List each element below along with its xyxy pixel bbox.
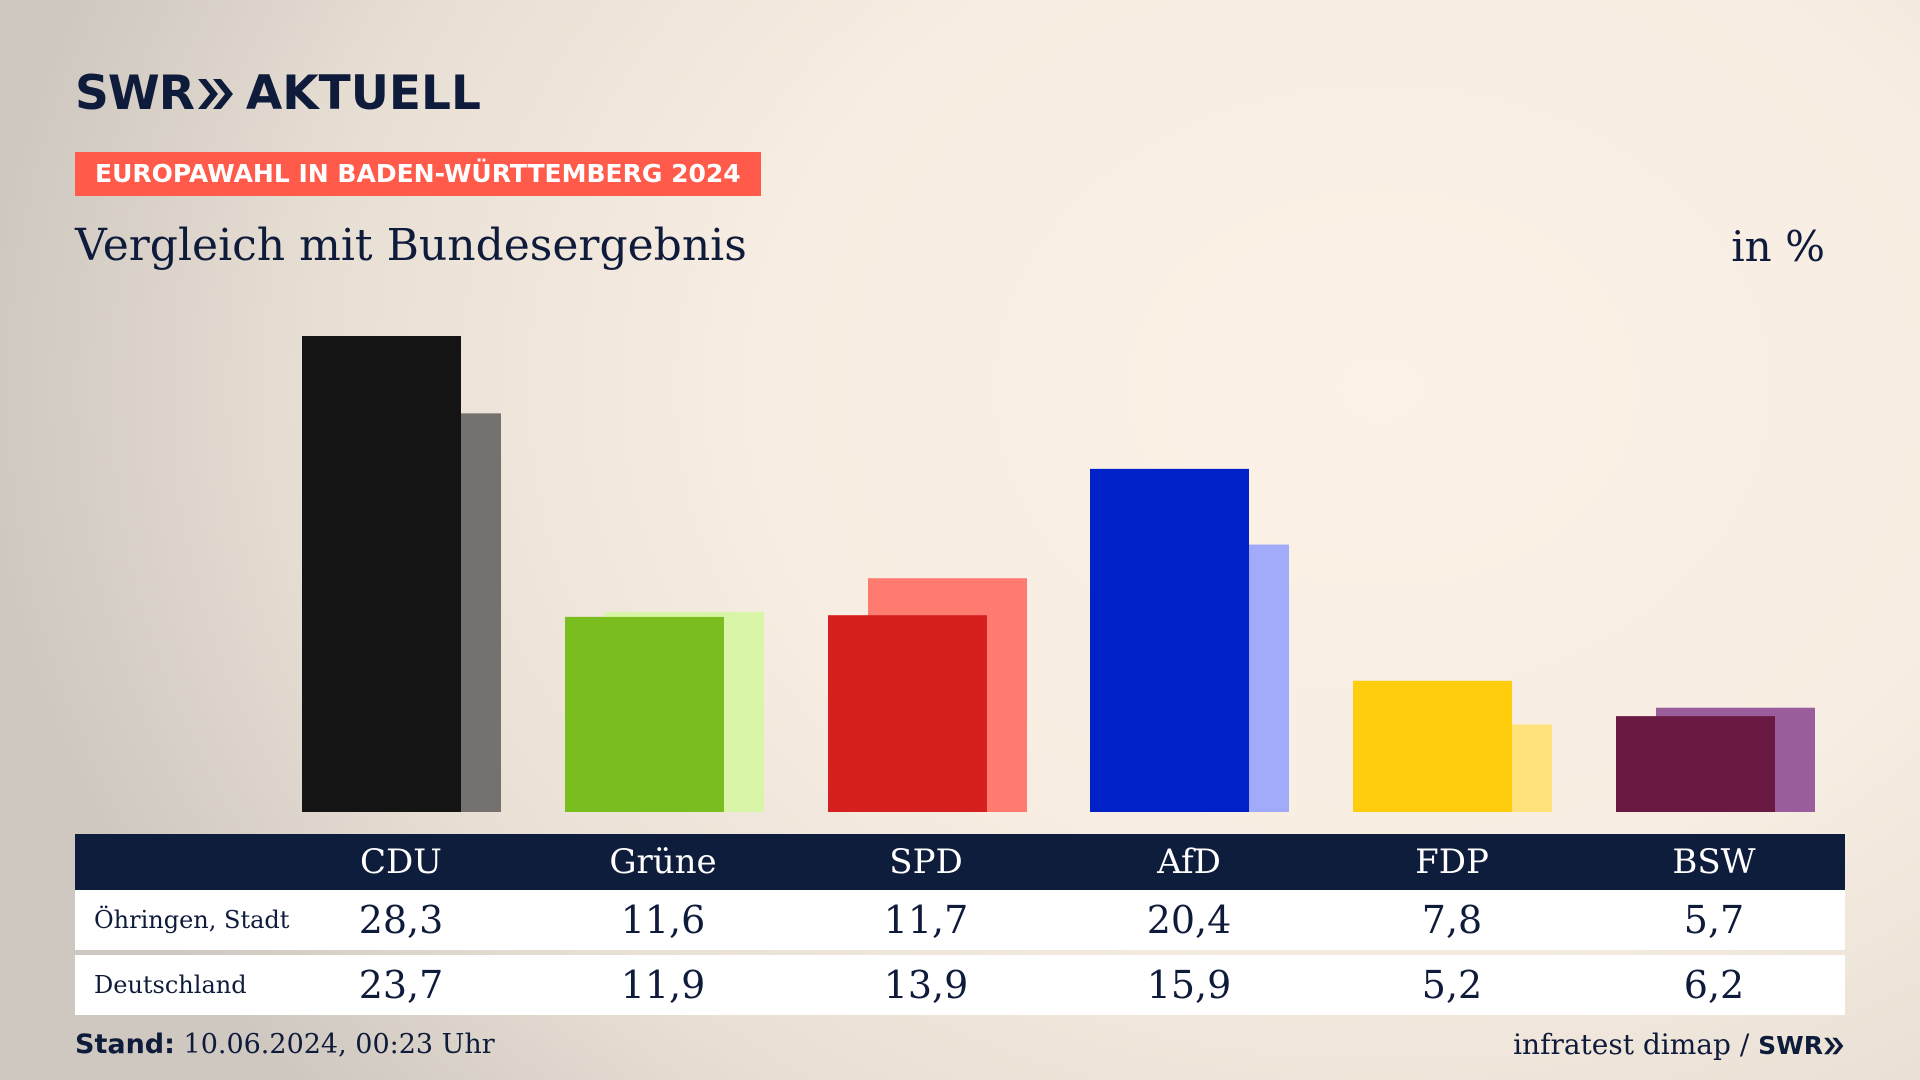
- header-cdu: CDU: [360, 842, 442, 882]
- stand-label: Stand:: [75, 1029, 175, 1060]
- unit-label: in %: [1731, 222, 1825, 271]
- header-afd: AfD: [1157, 842, 1221, 882]
- value-cell: 5,7: [1683, 898, 1745, 942]
- source-credit: infratest dimap / SWR: [1513, 1028, 1845, 1061]
- bar-local-3: [1090, 468, 1249, 812]
- stand-value: 10.06.2024, 00:23 Uhr: [183, 1029, 495, 1060]
- value-cell: 23,7: [358, 963, 444, 1007]
- election-badge: EUROPAWAHL IN BADEN-WÜRTTEMBERG 2024: [75, 152, 761, 196]
- value-cell: 20,4: [1146, 898, 1232, 942]
- bar-local-0: [302, 336, 461, 812]
- header-fdp: FDP: [1415, 842, 1489, 882]
- timestamp: Stand: 10.06.2024, 00:23 Uhr: [75, 1029, 495, 1060]
- row-label-deutschland: Deutschland: [94, 971, 247, 999]
- bar-local-2: [828, 615, 987, 812]
- double-chevron-icon: [197, 79, 233, 109]
- bar-local-4: [1353, 680, 1512, 812]
- value-cell: 5,2: [1421, 963, 1483, 1007]
- bar-local-5: [1616, 716, 1775, 812]
- swr-aktuell-logo: SWR AKTUELL: [75, 66, 481, 121]
- source-text: infratest dimap /: [1513, 1028, 1750, 1061]
- bar-local-1: [565, 616, 724, 812]
- row-label-oehringen: Öhringen, Stadt: [94, 906, 290, 934]
- logo-swr-text: SWR: [75, 66, 195, 121]
- table-row: Öhringen, Stadt 28,3 11,6 11,7 20,4 7,8 …: [75, 890, 1845, 950]
- value-cell: 6,2: [1683, 963, 1745, 1007]
- header-gruene: Grüne: [609, 842, 717, 882]
- header-spd: SPD: [889, 842, 963, 882]
- double-chevron-icon: [1824, 1037, 1844, 1055]
- header-bsw: BSW: [1672, 842, 1756, 882]
- results-table: CDU Grüne SPD AfD FDP BSW Öhringen, Stad…: [75, 834, 1845, 1015]
- value-cell: 15,9: [1146, 963, 1232, 1007]
- bar-chart: [302, 336, 1815, 812]
- value-cell: 11,7: [883, 898, 969, 942]
- value-cell: 28,3: [358, 898, 444, 942]
- value-cell: 11,6: [620, 898, 706, 942]
- value-cell: 11,9: [620, 963, 706, 1007]
- logo-aktuell-text: AKTUELL: [245, 66, 481, 121]
- source-swr-logo: SWR: [1758, 1031, 1823, 1060]
- table-row: Deutschland 23,7 11,9 13,9 15,9 5,2 6,2: [75, 955, 1845, 1015]
- chart-subtitle: Vergleich mit Bundesergebnis: [75, 220, 747, 271]
- table-header-row: CDU Grüne SPD AfD FDP BSW: [75, 834, 1845, 890]
- value-cell: 13,9: [883, 963, 969, 1007]
- value-cell: 7,8: [1421, 898, 1483, 942]
